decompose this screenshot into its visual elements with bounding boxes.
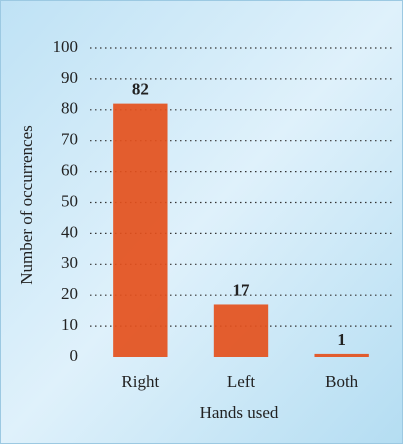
bar bbox=[213, 304, 269, 357]
bar bbox=[314, 353, 369, 357]
value-label: 82 bbox=[132, 80, 149, 99]
y-tick-label: 40 bbox=[61, 222, 78, 241]
bar bbox=[113, 103, 168, 358]
y-tick-label: 60 bbox=[61, 161, 78, 180]
x-tick-label: Right bbox=[121, 372, 159, 391]
x-tick-label: Both bbox=[325, 372, 359, 391]
y-axis-title: Number of occurrences bbox=[17, 125, 36, 285]
value-label: 1 bbox=[337, 330, 346, 349]
x-tick-label: Left bbox=[227, 372, 256, 391]
y-tick-label: 0 bbox=[70, 346, 79, 365]
y-tick-label: 70 bbox=[61, 130, 78, 149]
y-tick-label: 30 bbox=[61, 253, 78, 272]
value-label: 17 bbox=[233, 280, 251, 299]
y-tick-label: 100 bbox=[53, 37, 79, 56]
y-tick-label: 80 bbox=[61, 99, 78, 118]
y-tick-label: 20 bbox=[61, 284, 78, 303]
y-tick-label: 10 bbox=[61, 315, 78, 334]
y-tick-label: 50 bbox=[61, 191, 78, 210]
x-axis-title: Hands used bbox=[200, 403, 279, 422]
y-tick-label: 90 bbox=[61, 68, 78, 87]
